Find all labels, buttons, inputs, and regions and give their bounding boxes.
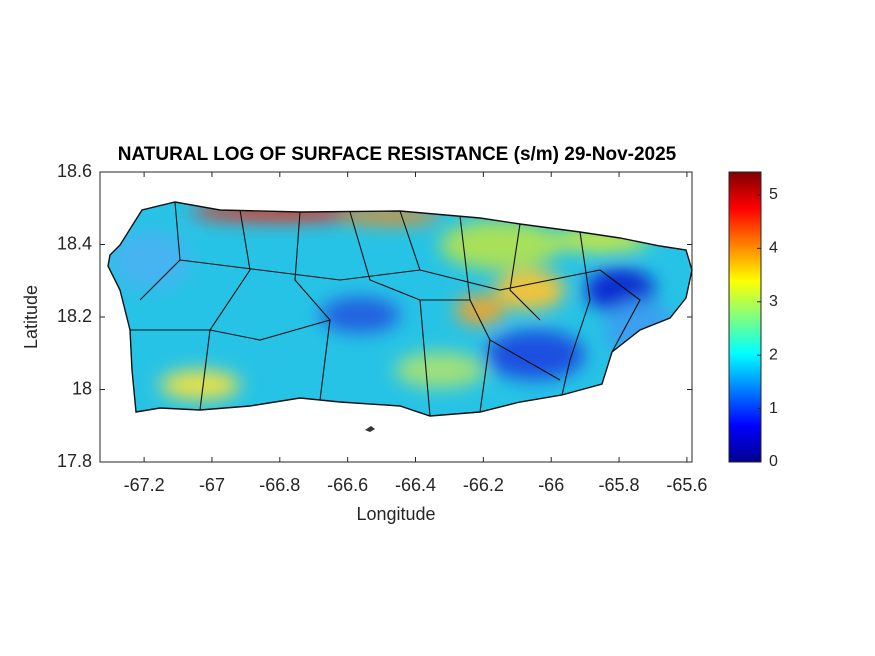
y-tick-label: 18.4 [57,233,92,253]
colorbar-tick-label: 3 [769,293,778,310]
y-axis-label: Latitude [21,285,41,349]
y-tick-label: 18.2 [57,306,92,326]
x-tick-label: -66.8 [259,475,300,495]
colorbar-tick-label: 2 [769,346,778,363]
colorbar-tick-label: 1 [769,400,778,417]
chart-title: NATURAL LOG OF SURFACE RESISTANCE (s/m) … [118,144,677,165]
x-tick-label: -66.2 [463,475,504,495]
colorbar [728,171,762,463]
y-tick-label: 18 [72,378,92,398]
x-tick-label: -67 [199,475,225,495]
islet [365,426,375,432]
colorbar-tick-label: 4 [769,240,778,257]
x-axis-label: Longitude [356,504,435,524]
x-tick-label: -67.2 [124,475,165,495]
colorbar-tick-label: 5 [769,186,778,203]
heatmap [108,202,692,416]
x-tick-label: -65.8 [599,475,640,495]
colorbar-tick-label: 0 [769,453,778,470]
y-tick-label: 18.6 [57,161,92,181]
x-tick-label: -66 [538,475,564,495]
coastline [107,201,693,417]
x-tick-label: -65.6 [666,475,707,495]
x-tick-label: -66.6 [327,475,368,495]
y-tick-label: 17.8 [57,451,92,471]
x-tick-label: -66.4 [395,475,436,495]
